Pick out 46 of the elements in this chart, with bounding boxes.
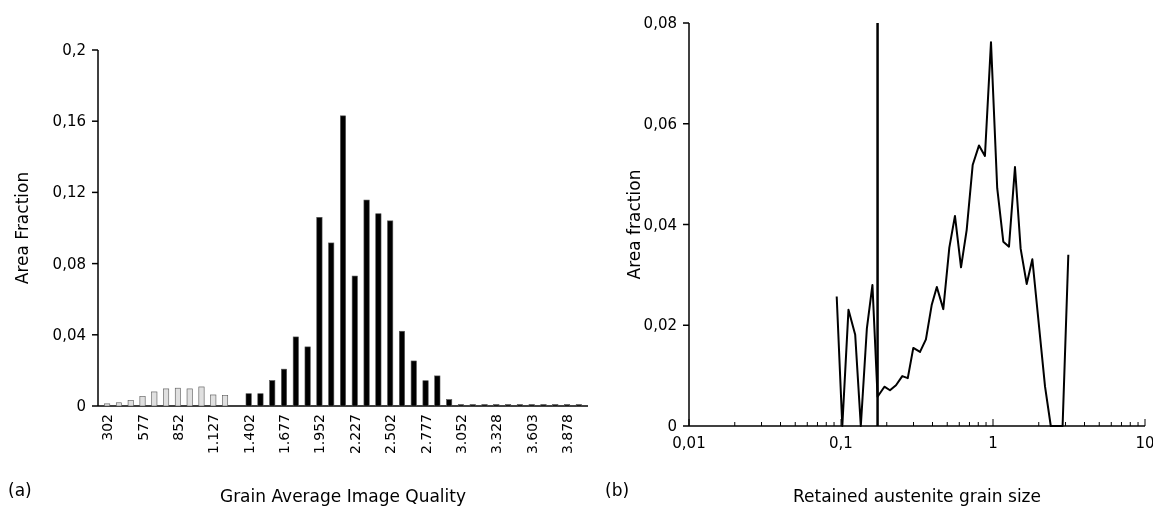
bar <box>104 403 111 407</box>
y-tick-label: 0,08 <box>52 254 86 273</box>
y-tick-label: 0,12 <box>52 183 86 202</box>
bar <box>210 394 217 407</box>
x-tick-label: 3.328 <box>488 414 505 455</box>
y-axis-title: Area fraction <box>624 169 644 280</box>
x-tick-label: 302 <box>99 414 116 441</box>
bar <box>127 400 134 407</box>
bar <box>198 386 205 407</box>
y-tick-label: 0 <box>667 417 677 435</box>
x-tick-label: 0,01 <box>672 434 706 452</box>
x-tick-label: 10 <box>1135 434 1155 452</box>
y-tick-label: 0,04 <box>643 215 677 234</box>
y-tick-label: 0,02 <box>643 316 677 335</box>
text: (a) <box>8 480 32 500</box>
y-tick-label: 0,04 <box>52 325 86 344</box>
bar <box>222 395 229 407</box>
y-tick-label: 0,2 <box>62 41 86 59</box>
bar <box>186 388 193 407</box>
x-tick-label: 1.127 <box>205 414 222 455</box>
x-tick-label: 1.402 <box>240 414 257 455</box>
x-tick-label: 577 <box>134 414 151 441</box>
x-axis-title: Grain Average Image Quality <box>219 486 467 506</box>
y-axis-title: Area Fraction <box>12 171 32 285</box>
text: (b) <box>605 480 630 500</box>
y-tick-label: 0 <box>76 397 86 415</box>
y-tick-label: 0,06 <box>643 114 677 133</box>
x-tick-label: 3.878 <box>559 414 576 455</box>
bar <box>139 396 146 407</box>
bar <box>115 402 122 407</box>
x-tick-label: 2.227 <box>346 414 363 455</box>
x-tick-label: 1.952 <box>311 414 328 455</box>
x-axis-title: Retained austenite grain size <box>792 486 1042 506</box>
y-tick-label: 0,08 <box>643 14 677 32</box>
x-tick-label: 3.052 <box>452 414 469 455</box>
x-tick-label: 1.677 <box>276 414 293 455</box>
y-tick-label: 0,16 <box>52 112 86 131</box>
x-tick-label: 0,1 <box>829 434 853 452</box>
x-tick-label: 852 <box>169 414 186 441</box>
x-tick-label: 1 <box>988 434 998 452</box>
x-tick-label: 2.502 <box>382 414 399 455</box>
x-tick-label: 2.777 <box>417 414 434 455</box>
bar <box>163 388 170 407</box>
bar <box>174 387 181 407</box>
x-tick-label: 3.603 <box>523 414 540 455</box>
bar <box>151 391 158 407</box>
